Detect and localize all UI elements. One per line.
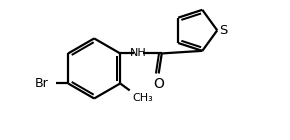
- Text: Br: Br: [35, 77, 48, 90]
- Text: O: O: [153, 77, 164, 91]
- Text: NH: NH: [130, 48, 146, 58]
- Text: CH₃: CH₃: [133, 93, 153, 103]
- Text: S: S: [219, 24, 227, 37]
